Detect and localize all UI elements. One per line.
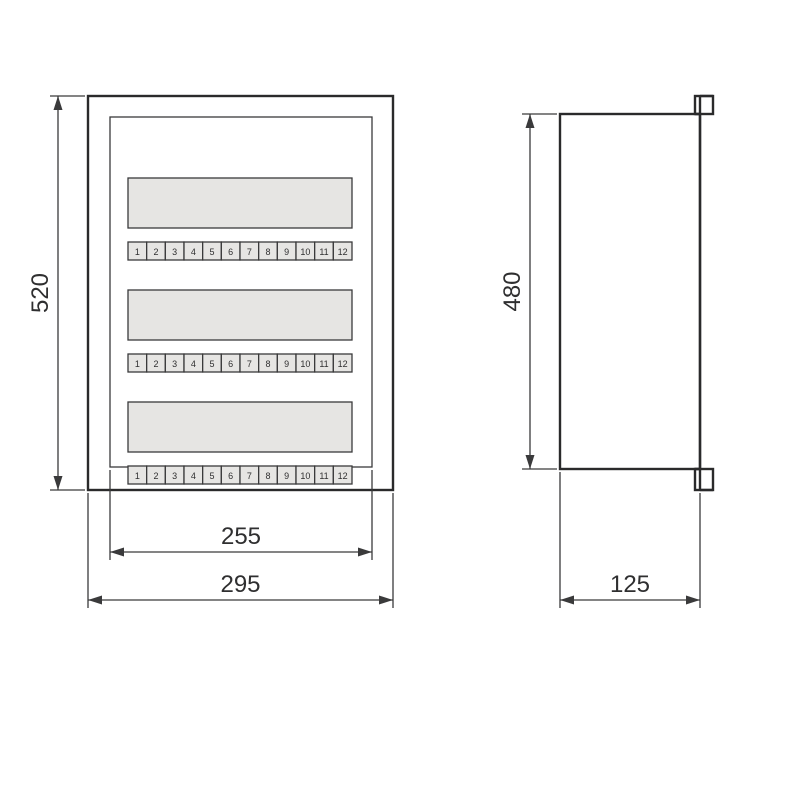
- label-cell-text: 10: [300, 247, 310, 257]
- label-cell-text: 5: [209, 247, 214, 257]
- label-cell-text: 1: [135, 471, 140, 481]
- dim-arrow: [358, 548, 372, 557]
- dim-arrow: [526, 455, 535, 469]
- dim-text: 520: [27, 273, 54, 313]
- dim-text: 480: [499, 271, 526, 311]
- label-cell-text: 3: [172, 471, 177, 481]
- label-cell-text: 7: [247, 359, 252, 369]
- side-body: [560, 114, 700, 469]
- technical-drawing: 1234567891011121234567891011121234567891…: [0, 0, 800, 800]
- dim-arrow: [686, 596, 700, 605]
- label-cell-text: 1: [135, 359, 140, 369]
- label-cell-text: 5: [209, 471, 214, 481]
- label-cell-text: 8: [265, 471, 270, 481]
- label-cell-text: 12: [338, 247, 348, 257]
- label-cell-text: 5: [209, 359, 214, 369]
- label-cell-text: 6: [228, 471, 233, 481]
- label-cell-text: 12: [338, 471, 348, 481]
- label-cell-text: 3: [172, 247, 177, 257]
- label-cell-text: 1: [135, 247, 140, 257]
- side-flange-bottom: [695, 469, 713, 490]
- label-cell-text: 4: [191, 471, 196, 481]
- label-cell-text: 10: [300, 359, 310, 369]
- module-panel: [128, 178, 352, 228]
- dim-arrow: [110, 548, 124, 557]
- label-cell-text: 6: [228, 359, 233, 369]
- module-panel: [128, 290, 352, 340]
- module-panel: [128, 402, 352, 452]
- dim-text: 125: [610, 571, 650, 598]
- label-cell-text: 4: [191, 247, 196, 257]
- dim-arrow: [526, 114, 535, 128]
- label-cell-text: 11: [319, 471, 328, 481]
- label-cell-text: 12: [338, 359, 348, 369]
- dim-text: 255: [221, 523, 261, 550]
- label-cell-text: 9: [284, 471, 289, 481]
- label-cell-text: 8: [265, 359, 270, 369]
- label-cell-text: 2: [153, 247, 158, 257]
- dim-text: 295: [220, 571, 260, 598]
- label-cell-text: 4: [191, 359, 196, 369]
- label-cell-text: 10: [300, 471, 310, 481]
- label-cell-text: 11: [319, 247, 328, 257]
- dim-arrow: [54, 96, 63, 110]
- label-cell-text: 6: [228, 247, 233, 257]
- dim-arrow: [379, 596, 393, 605]
- side-flange-top: [695, 96, 713, 114]
- label-cell-text: 7: [247, 247, 252, 257]
- dim-arrow: [560, 596, 574, 605]
- label-cell-text: 8: [265, 247, 270, 257]
- dim-arrow: [54, 476, 63, 490]
- label-cell-text: 11: [319, 359, 328, 369]
- label-cell-text: 9: [284, 247, 289, 257]
- dim-arrow: [88, 596, 102, 605]
- label-cell-text: 7: [247, 471, 252, 481]
- label-cell-text: 9: [284, 359, 289, 369]
- label-cell-text: 2: [153, 359, 158, 369]
- label-cell-text: 2: [153, 471, 158, 481]
- label-cell-text: 3: [172, 359, 177, 369]
